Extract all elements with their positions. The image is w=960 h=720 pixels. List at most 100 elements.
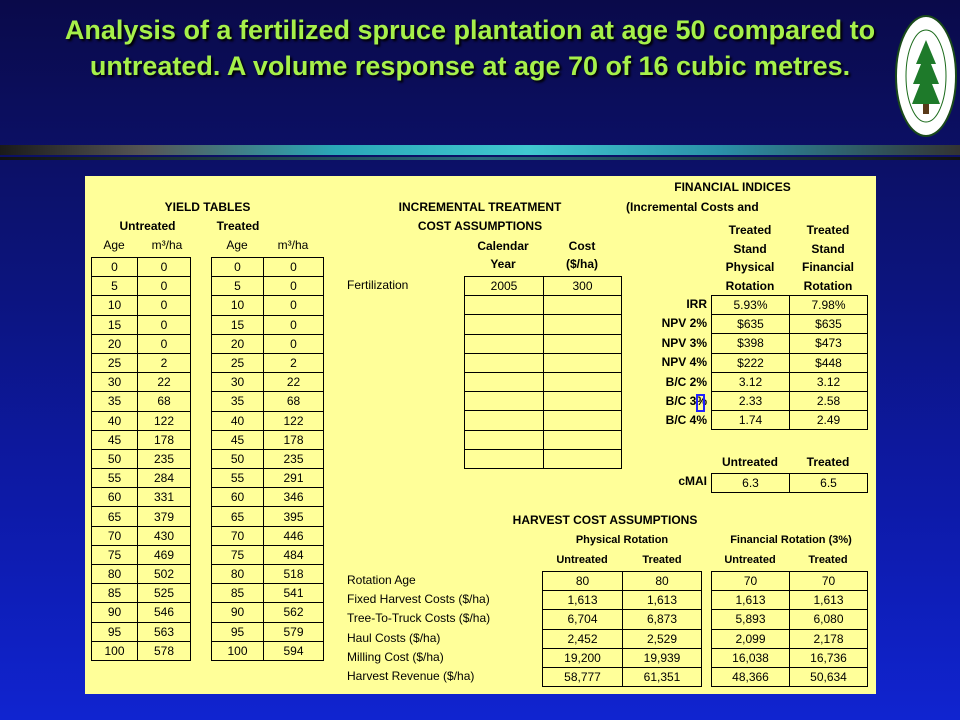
age-cell: 100 <box>91 640 138 661</box>
table-row: 80 518 <box>211 563 324 585</box>
table-row: 16,038 16,736 <box>711 647 868 668</box>
table-row <box>464 371 622 393</box>
physical-rotation-header: Treated Stand Physical Rotation <box>725 223 775 293</box>
volume-cell: 2 <box>137 352 191 374</box>
age-cell: 95 <box>211 621 264 642</box>
treatment-year-cell: 2005 <box>464 275 544 297</box>
harvest-financial-untreated-value: 16,038 <box>711 647 790 668</box>
table-row: 80 502 <box>91 563 191 585</box>
harvest-financial-treated-value: 50,634 <box>789 666 868 687</box>
incremental-subtitle: COST ASSUMPTIONS <box>417 219 543 233</box>
age-cell: 50 <box>211 448 264 470</box>
age-cell: 30 <box>91 372 138 393</box>
financial-indices-table: 5.93% 7.98% $635 $635 $398 $473 $222 $448 3.12 3.… <box>711 294 868 431</box>
table-row <box>464 295 622 316</box>
volume-cell: 594 <box>263 640 324 661</box>
harvest-phys-untreated-header: Untreated <box>556 554 608 566</box>
financial-rotation-label: Financial Rotation (3%) <box>730 534 852 546</box>
harvest-physical-treated-value: 61,351 <box>622 666 702 687</box>
age-cell: 90 <box>91 602 138 623</box>
treatment-year-cell <box>464 410 544 431</box>
harvest-financial-untreated-value: 5,893 <box>711 609 790 630</box>
table-row: 70 430 <box>91 525 191 546</box>
age-cell: 25 <box>211 352 264 374</box>
age-cell: 45 <box>211 429 264 450</box>
age-cell: 95 <box>91 621 138 642</box>
physical-rotation-value: $398 <box>711 333 790 354</box>
volume-cell: 563 <box>137 621 191 642</box>
treatment-cost-cell <box>543 429 622 450</box>
age-cell: 75 <box>211 544 264 566</box>
yield-tables-title: YIELD TABLES <box>164 200 251 214</box>
volume-cell: 0 <box>263 276 324 297</box>
treatment-year-cell <box>464 295 544 316</box>
table-row: $222 $448 <box>711 352 868 373</box>
treatment-year-cell <box>464 391 544 412</box>
financial-rotation-value: 3.12 <box>789 371 868 392</box>
cursor-marker <box>696 394 705 412</box>
table-row: 40 122 <box>91 410 191 431</box>
table-row <box>464 314 622 335</box>
volume-cell: 0 <box>137 295 191 316</box>
age-cell: 40 <box>91 410 138 431</box>
volume-cell: 0 <box>263 256 324 278</box>
age-cell: 10 <box>211 295 264 316</box>
table-row: 90 546 <box>91 602 191 623</box>
harvest-row-label: Harvest Revenue ($/ha) <box>347 669 475 683</box>
harvest-financial-treated-value: 2,178 <box>789 628 868 649</box>
age-cell: 60 <box>91 487 138 508</box>
yield-treated-header: Treated <box>216 219 260 233</box>
table-row: 50 235 <box>91 448 191 470</box>
volume-cell: 0 <box>263 333 324 354</box>
cmai-table: 6.3 6.5 <box>711 473 868 493</box>
financial-rotation-value: 2.49 <box>789 410 868 431</box>
treatment-year-cell <box>464 429 544 450</box>
volume-cell: 469 <box>137 544 191 566</box>
title-divider-bar <box>0 145 960 155</box>
physical-rotation-label: Physical Rotation <box>575 534 669 546</box>
age-cell: 85 <box>211 583 264 604</box>
table-row <box>464 448 622 469</box>
volume-cell: 446 <box>263 525 324 546</box>
cmai-treated-value: 6.5 <box>789 473 868 493</box>
age-cell: 55 <box>91 468 138 489</box>
table-row: 45 178 <box>91 429 191 450</box>
financial-rotation-value: $448 <box>789 352 868 373</box>
volume-cell: 22 <box>137 372 191 393</box>
physical-rotation-value: 5.93% <box>711 294 790 316</box>
table-row: 2,099 2,178 <box>711 628 868 649</box>
table-row: 20 0 <box>91 333 191 354</box>
yield-treated-table: 0 0 5 0 10 0 15 0 20 0 25 2 30 22 35 68 40 122 45 178 50 235 5… <box>211 256 324 661</box>
table-row: 100 594 <box>211 640 324 661</box>
table-row <box>464 333 622 354</box>
treatment-year-cell <box>464 371 544 393</box>
physical-rotation-value: 3.12 <box>711 371 790 392</box>
table-row: 40 122 <box>211 410 324 431</box>
age-cell: 100 <box>211 640 264 661</box>
volume-cell: 525 <box>137 583 191 604</box>
yield-untreated-vol-header: m³/ha <box>151 238 183 252</box>
table-row: 35 68 <box>211 391 324 412</box>
physical-rotation-value: 2.33 <box>711 390 790 412</box>
age-cell: 20 <box>211 333 264 354</box>
financial-rotation-value: 7.98% <box>789 294 868 316</box>
table-row: 2,452 2,529 <box>542 628 702 649</box>
volume-cell: 235 <box>137 448 191 470</box>
age-cell: 0 <box>91 256 138 278</box>
harvest-financial-untreated-value: 1,613 <box>711 590 790 611</box>
age-cell: 5 <box>211 276 264 297</box>
harvest-financial-treated-value: 6,080 <box>789 609 868 630</box>
harvest-financial-treated-value: 16,736 <box>789 647 868 668</box>
volume-cell: 0 <box>137 314 191 335</box>
table-row: 30 22 <box>91 372 191 393</box>
harvest-row-label: Tree-To-Truck Costs ($/ha) <box>347 611 491 626</box>
treatment-cost-cell <box>543 410 622 431</box>
harvest-physical-untreated-value: 80 <box>542 570 623 592</box>
age-cell: 30 <box>211 372 264 393</box>
table-row: 50 235 <box>211 448 324 470</box>
cost-header-1: Cost <box>568 239 596 253</box>
table-row: 95 579 <box>211 621 324 642</box>
